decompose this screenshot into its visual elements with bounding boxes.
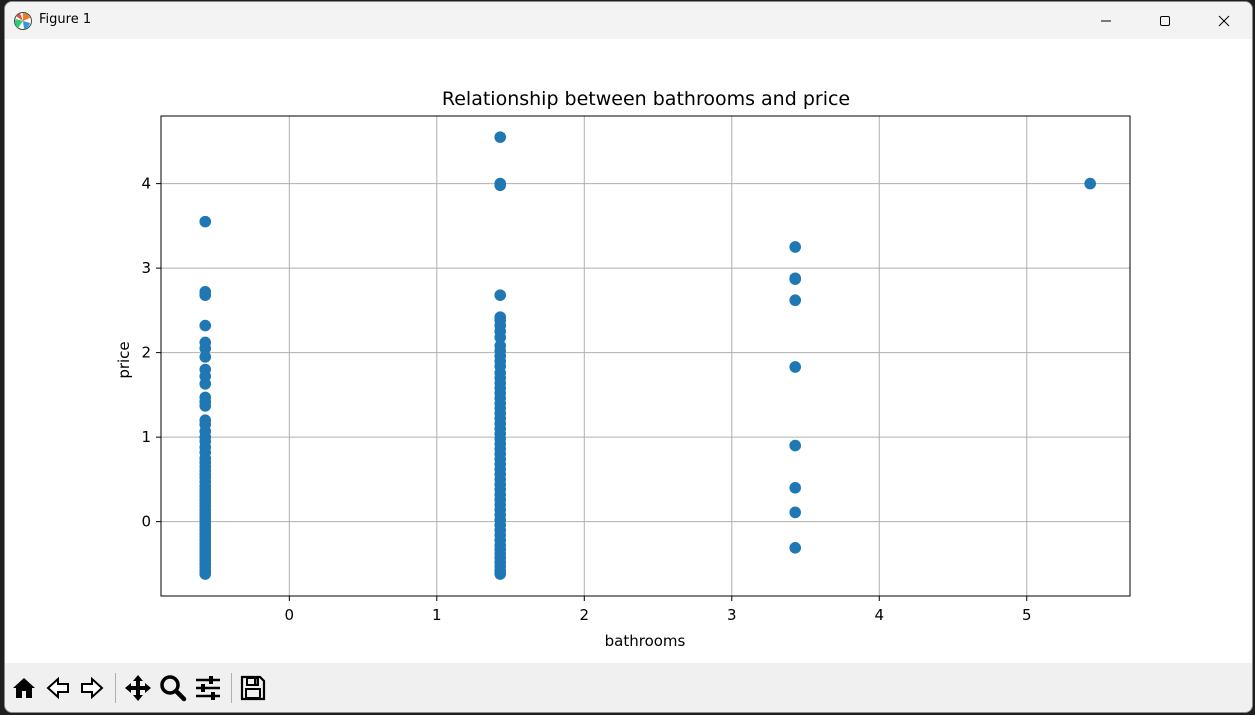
data-point <box>789 361 802 373</box>
close-button[interactable] <box>1195 2 1252 39</box>
data-point <box>1084 177 1096 190</box>
data-point <box>199 319 212 332</box>
x-tick-label: 3 <box>727 606 737 624</box>
forward-button[interactable] <box>77 673 107 703</box>
data-point <box>789 506 802 519</box>
toolbar-separator <box>231 673 232 703</box>
scatter-chart: 0 1 2 3 4 5 0 1 2 3 4 Relationship between bathro… <box>115 88 1131 650</box>
pan-icon <box>125 675 151 701</box>
y-tick-label: 1 <box>141 428 151 446</box>
y-tick-label: 3 <box>141 259 151 277</box>
title-bar[interactable]: Figure 1 <box>5 2 1252 39</box>
y-tick-label: 2 <box>141 344 151 362</box>
save-button[interactable] <box>238 673 268 703</box>
y-tick-label: 0 <box>141 513 151 531</box>
data-point <box>789 294 802 307</box>
data-point <box>789 439 802 452</box>
data-point <box>199 414 212 427</box>
maximize-button[interactable] <box>1136 2 1194 39</box>
back-button[interactable] <box>43 673 73 703</box>
x-tick-label: 5 <box>1022 606 1032 624</box>
plot-area: 0 1 2 3 4 5 0 1 2 3 4 Relationship between bathro… <box>5 39 1252 663</box>
back-icon <box>46 676 69 700</box>
home-icon <box>13 678 35 698</box>
maximize-icon <box>1160 15 1170 26</box>
data-point <box>199 336 212 349</box>
minimize-button[interactable] <box>1077 2 1135 39</box>
x-axis-label: bathrooms <box>605 632 686 650</box>
data-point <box>494 311 507 323</box>
data-point <box>199 363 212 376</box>
save-icon <box>240 675 266 701</box>
configure-subplots-icon <box>196 676 220 700</box>
pan-button[interactable] <box>123 673 153 703</box>
x-tick-label: 1 <box>432 606 442 624</box>
data-point <box>789 241 802 253</box>
data-point <box>199 351 212 363</box>
y-tick-label: 4 <box>141 175 151 193</box>
toolbar-separator <box>115 673 116 703</box>
matplotlib-icon <box>14 12 32 30</box>
data-point <box>494 131 507 143</box>
window-title: Figure 1 <box>39 12 92 27</box>
chart-title: Relationship between bathrooms and price <box>442 88 850 110</box>
data-point <box>494 289 507 301</box>
data-point <box>789 482 802 494</box>
data-point <box>494 340 507 352</box>
y-axis-ticks: 0 1 2 3 4 <box>141 175 161 531</box>
x-tick-label: 4 <box>874 606 884 624</box>
minimize-icon <box>1101 20 1111 21</box>
home-button[interactable] <box>9 673 39 703</box>
grid-lines <box>161 116 1130 596</box>
data-points <box>199 131 1096 580</box>
zoom-button[interactable] <box>158 673 188 703</box>
data-point <box>199 285 212 298</box>
x-axis-ticks: 0 1 2 3 4 5 <box>285 596 1032 624</box>
data-point <box>789 542 802 554</box>
data-point <box>199 391 212 404</box>
navigation-toolbar <box>5 663 1252 712</box>
close-icon <box>1218 15 1230 26</box>
x-tick-label: 0 <box>285 606 295 624</box>
y-axis-label: price <box>115 341 133 378</box>
data-point <box>199 215 212 228</box>
data-point <box>494 177 507 190</box>
forward-icon <box>81 676 104 700</box>
data-point <box>789 272 802 285</box>
zoom-icon <box>160 675 187 702</box>
x-tick-label: 2 <box>580 606 590 624</box>
configure-subplots-button[interactable] <box>193 673 223 703</box>
axes-frame <box>160 115 1131 597</box>
